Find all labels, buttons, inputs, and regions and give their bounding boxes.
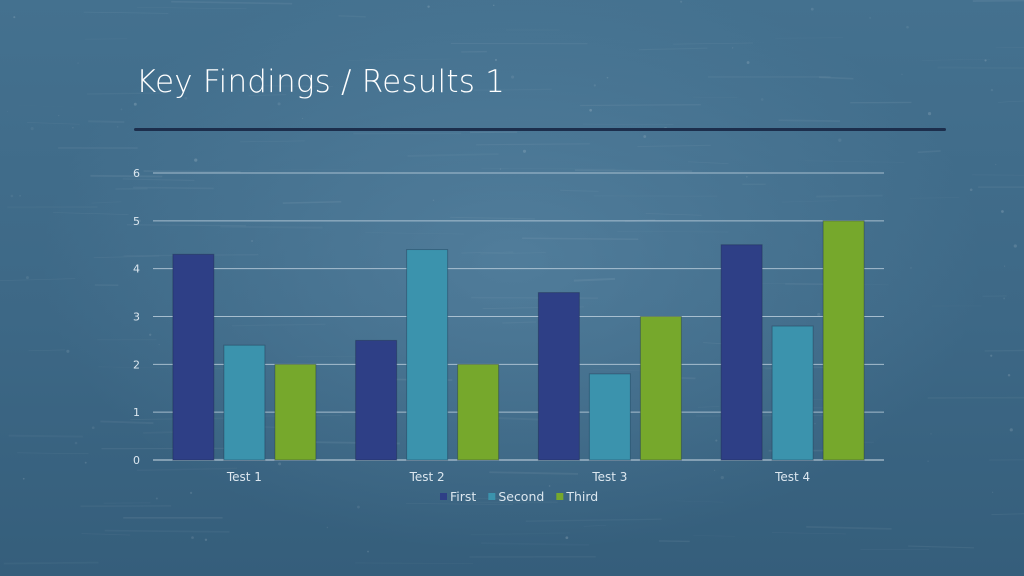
y-tick-label: 6 [133,167,140,180]
y-tick-label: 1 [133,406,140,419]
y-tick-label: 2 [133,358,140,371]
bar-first [720,244,763,461]
bar-second [588,373,631,461]
bar-second [223,344,266,461]
legend-label-first: First [450,489,476,504]
x-category-label: Test 2 [409,470,445,484]
y-tick-label: 5 [133,215,140,228]
legend-label-third: Third [565,489,598,504]
x-category-label: Test 4 [774,470,810,484]
bar-third [457,363,500,461]
legend-swatch-third [556,493,564,500]
x-category-label: Test 1 [226,470,262,484]
slide-title: Key Findings / Results 1 [136,64,506,100]
legend-swatch-first [440,493,447,500]
bar-second [771,325,814,461]
bar-first [537,292,580,461]
title-divider [134,128,946,131]
bar-first [172,253,215,461]
bar-second [406,249,449,461]
bar-third [274,363,317,461]
bar-third [639,316,682,461]
y-tick-label: 4 [133,263,140,276]
x-category-label: Test 3 [591,470,627,484]
legend-swatch-second [488,493,496,500]
bar-first [355,339,398,461]
y-tick-label: 3 [133,311,140,324]
y-tick-label: 0 [133,454,140,467]
bar-third [822,220,865,461]
legend-label-second: Second [498,489,544,504]
